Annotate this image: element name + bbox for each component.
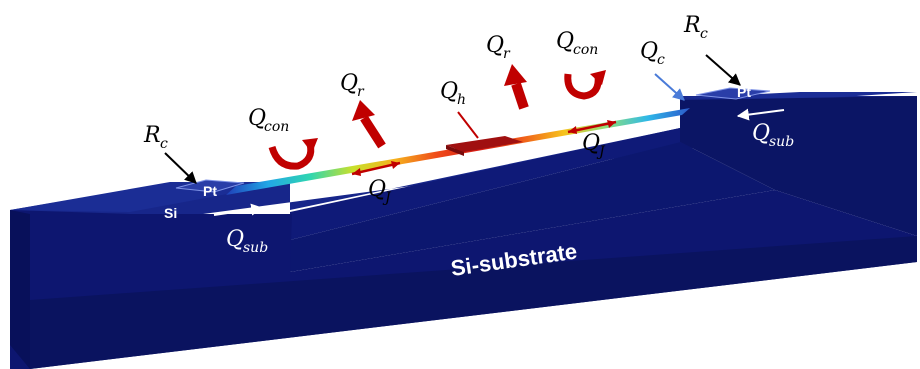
substrate-trench-floor (290, 142, 775, 272)
qsub-right-symbol: Q (752, 121, 770, 146)
si-right-label: Si (787, 75, 800, 91)
qh-pointer (457, 111, 479, 139)
qh: Q h (440, 79, 479, 139)
qr-right-arrow-shaft (511, 82, 529, 110)
heater-block-side (446, 145, 464, 156)
qj-left-subscript: J (382, 190, 392, 206)
qsub-left: Q sub (213, 203, 268, 256)
substrate-right-front (680, 96, 917, 236)
qcon-right-symbol: Q (556, 29, 574, 54)
qr-right-subscript: r (503, 46, 511, 62)
qsub-left-symbol: Q (226, 227, 244, 252)
rc-right-symbol: R (683, 13, 701, 38)
qcon-right: Q con (556, 29, 606, 100)
qr-right-arrowhead (504, 64, 527, 86)
qr-right-symbol: Q (486, 33, 504, 58)
qsub-right-arrow (736, 108, 785, 121)
qr-left-symbol: Q (340, 71, 358, 96)
qj-right-head-a (568, 126, 577, 134)
pt-right-label: Pt (737, 84, 751, 100)
qj-right: Q J (567, 120, 617, 160)
qj-left-head-a (352, 168, 361, 176)
qr-left: Q r (340, 71, 386, 149)
qcon-right-arrowhead (590, 70, 606, 85)
qr-left-arrow-shaft (360, 115, 386, 149)
qr-left-arrowhead (352, 100, 375, 121)
rc-right-pointer (705, 54, 741, 86)
qsub-left-arrow (213, 203, 264, 216)
heater-block (446, 136, 523, 152)
qj-left-symbol: Q (368, 177, 386, 202)
qj-left: Q J (351, 161, 401, 206)
substrate-left-side (10, 210, 30, 369)
pt-left-label: Pt (203, 183, 217, 199)
qj-left-head-b (391, 161, 400, 169)
substrate-front-lower (30, 236, 917, 369)
qcon-left-subscript: con (264, 119, 289, 135)
qc-subscript: c (657, 52, 665, 68)
substrate-trench-wall (290, 128, 680, 240)
qj-right-subscript: J (596, 144, 606, 160)
qsub-right: Q sub (736, 108, 794, 150)
rc-left-pointer (164, 152, 197, 184)
rc-left-symbol: R (143, 123, 161, 148)
rc-left-subscript: c (160, 136, 168, 152)
qcon-left-arrowhead (302, 138, 318, 153)
qcon-left: Q con (248, 106, 318, 170)
si-left-label: Si (164, 205, 177, 221)
qj-right-head-b (607, 120, 616, 128)
left-pt-pad: Pt (175, 179, 245, 199)
qsub-left-subscript: sub (243, 240, 268, 256)
qc: Q c (640, 39, 685, 101)
si-substrate-block (10, 92, 917, 369)
qh-symbol: Q (440, 79, 458, 104)
qsub-right-subscript: sub (769, 134, 794, 150)
qc-pointer (654, 73, 685, 101)
qcon-right-curl-arrow (564, 73, 602, 100)
qj-right-symbol: Q (582, 131, 600, 156)
qr-left-subscript: r (357, 84, 365, 100)
rc-right: R c (683, 13, 741, 86)
rc-left: R c (143, 123, 197, 184)
qcon-left-curl-arrow (268, 143, 315, 170)
qcon-left-symbol: Q (248, 106, 266, 131)
qh-subscript: h (457, 92, 466, 108)
rc-right-subscript: c (700, 26, 708, 42)
qcon-right-subscript: con (573, 42, 598, 58)
right-pt-pad: Pt (695, 84, 771, 100)
qc-symbol: Q (640, 39, 658, 64)
qr-right: Q r (486, 33, 529, 110)
